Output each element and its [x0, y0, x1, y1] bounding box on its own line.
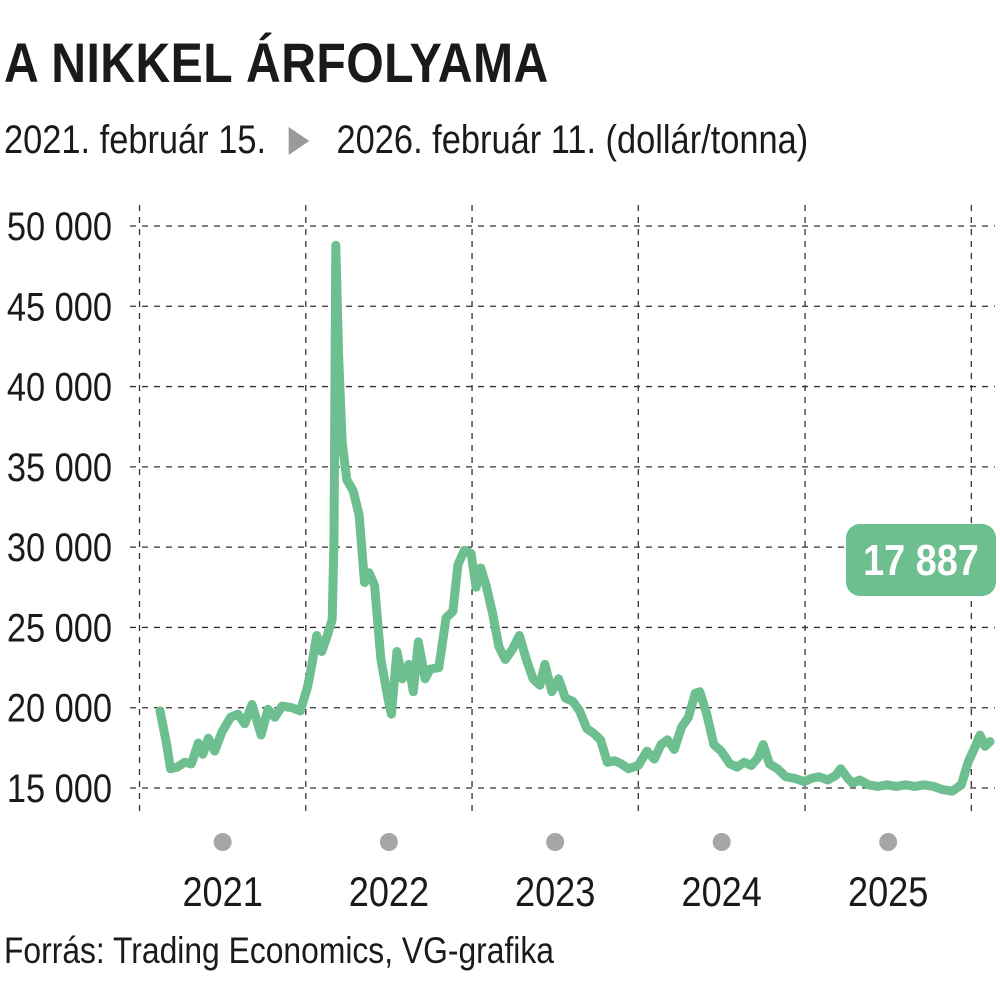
year-marker-dot	[546, 833, 565, 851]
subtitle-end-date: 2026. február 11. (dollár/tonna)	[336, 118, 809, 162]
year-marker-dot	[379, 833, 398, 851]
x-tick-label: 2024	[682, 870, 762, 916]
year-marker-dot	[213, 833, 232, 851]
y-tick-label: 20 000	[7, 685, 112, 730]
y-tick-label: 45 000	[7, 284, 112, 329]
year-marker-dot	[712, 833, 731, 851]
last-value-badge: 17 887	[846, 524, 996, 596]
y-tick-label: 35 000	[7, 444, 112, 489]
x-tick-label: 2021	[182, 870, 262, 916]
subtitle-start-date: 2021. február 15.	[4, 118, 267, 162]
x-tick-label: 2023	[515, 870, 595, 916]
y-tick-label: 50 000	[7, 204, 112, 249]
y-tick-label: 30 000	[7, 525, 112, 570]
y-tick-label: 40 000	[7, 364, 112, 409]
play-triangle-icon	[288, 126, 310, 155]
badge-background	[846, 524, 996, 596]
y-tick-label: 25 000	[7, 605, 112, 650]
chart-title: A NIKKEL ÁRFOLYAMA	[4, 31, 549, 94]
x-tick-label: 2022	[349, 870, 429, 916]
source-note: Forrás: Trading Economics, VG-grafika	[4, 930, 554, 971]
price-series-line	[155, 240, 995, 796]
chart-subtitle: 2021. február 15. 2026. február 11. (dol…	[4, 118, 808, 163]
y-tick-label: 15 000	[7, 766, 112, 811]
year-marker-dot	[879, 833, 898, 851]
last-value-label: 17 887	[863, 535, 979, 584]
x-tick-label: 2025	[848, 870, 928, 916]
